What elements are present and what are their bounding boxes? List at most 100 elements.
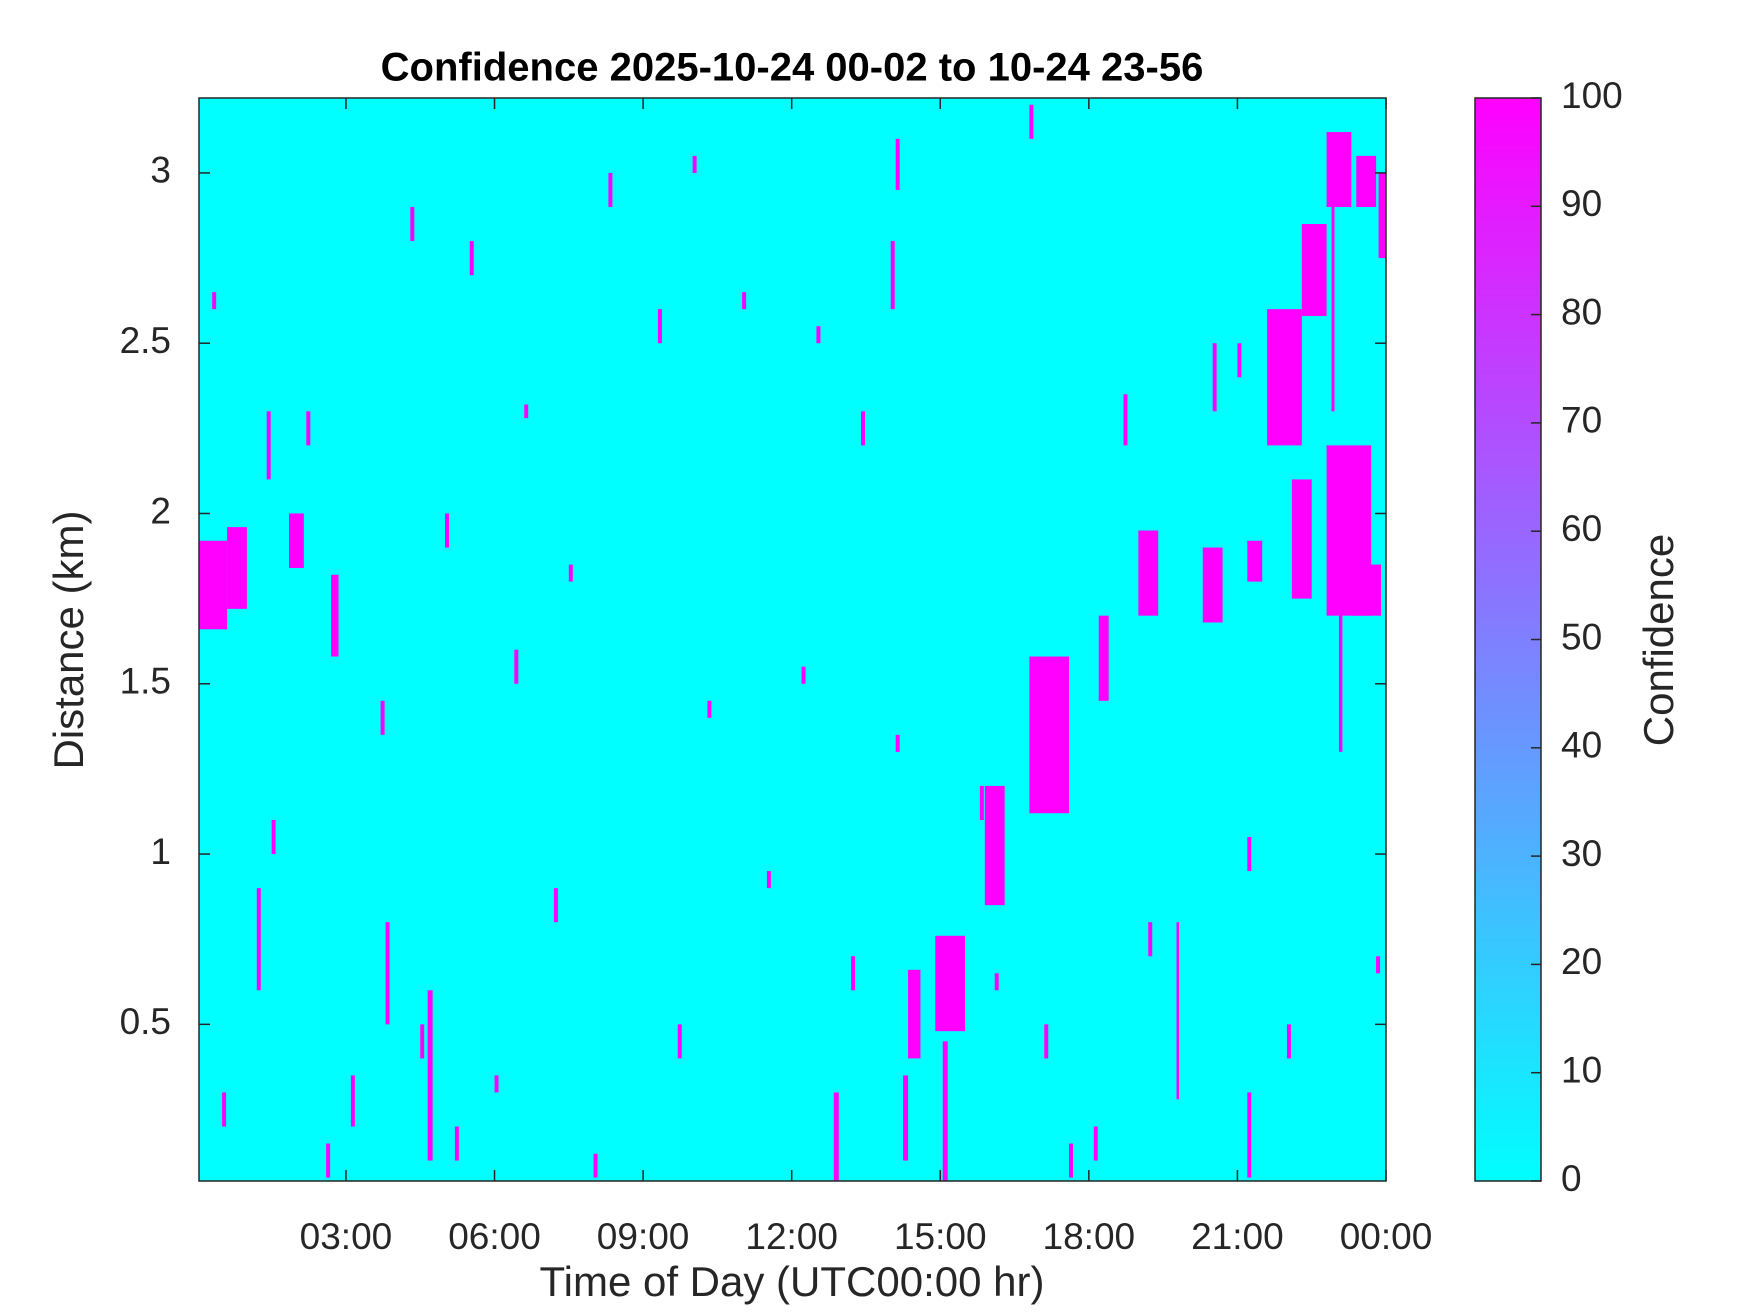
heatmap-cell: [553, 888, 558, 923]
heatmap-cell: [1247, 540, 1263, 582]
x-tick-label: 03:00: [300, 1216, 393, 1257]
heatmap-cell: [1138, 530, 1159, 616]
colorbar-tick-label: 100: [1561, 75, 1623, 116]
heatmap-cell: [903, 1075, 909, 1161]
heatmap-cell: [256, 888, 261, 991]
heatmap-cell: [494, 1075, 499, 1093]
chart-title: Confidence 2025-10-24 00-02 to 10-24 23-…: [381, 46, 1204, 90]
heatmap-cells: [198, 104, 1386, 1181]
heatmap-cell: [385, 922, 390, 1025]
x-axis-label: Time of Day (UTC00:00 hr): [540, 1258, 1045, 1305]
colorbar-tick-label: 10: [1561, 1049, 1602, 1090]
heatmap-cell: [1069, 1143, 1073, 1178]
heatmap-cell: [801, 666, 806, 684]
heatmap-cell: [908, 969, 921, 1059]
heatmap-cell: [1378, 172, 1386, 259]
y-tick-label: 2.5: [120, 320, 171, 361]
heatmap-cell: [1029, 656, 1070, 814]
heatmap-cell: [833, 1092, 839, 1181]
heatmap-cell: [895, 734, 900, 752]
y-tick-label: 0.5: [120, 1001, 171, 1042]
y-axis-label: Distance (km): [45, 510, 92, 769]
heatmap-cell: [1326, 132, 1352, 207]
x-tick-label: 09:00: [597, 1216, 690, 1257]
heatmap-cell: [1098, 615, 1109, 701]
colorbar-tick-label: 20: [1561, 941, 1602, 982]
heatmap-cell: [1267, 309, 1302, 446]
colorbar-tick-label: 40: [1561, 725, 1602, 766]
heatmap-cell: [306, 411, 311, 446]
heatmap-cell: [766, 871, 771, 889]
heatmap-cell: [198, 540, 228, 630]
heatmap-cell: [692, 155, 697, 173]
heatmap-cell: [1351, 564, 1382, 616]
heatmap-cell: [1247, 1092, 1252, 1178]
colorbar-tick-label: 80: [1561, 291, 1602, 332]
heatmap-cell: [380, 700, 385, 735]
heatmap-cell: [454, 1126, 459, 1161]
y-tick-label: 1.5: [120, 661, 171, 702]
heatmap-cell: [1237, 343, 1242, 378]
heatmap-cell: [288, 513, 304, 568]
heatmap-cell: [1123, 394, 1128, 446]
heatmap-cell: [212, 292, 217, 310]
colorbar-tick-label: 70: [1561, 400, 1602, 441]
heatmap-cell: [1286, 1024, 1291, 1059]
heatmap-cell: [524, 404, 529, 419]
heatmap-cell: [935, 935, 966, 1032]
heatmap-cell: [1331, 138, 1335, 412]
heatmap-cell: [427, 990, 433, 1161]
heatmap-cell: [1247, 837, 1252, 872]
y-tick-label: 3: [150, 150, 171, 191]
heatmap-cell: [568, 564, 573, 582]
x-tick-label: 15:00: [894, 1216, 987, 1257]
colorbar: [1474, 97, 1542, 1182]
colorbar-tick-label: 30: [1561, 833, 1602, 874]
heatmap-cell: [350, 1075, 355, 1127]
heatmap-cell: [1176, 922, 1179, 1100]
heatmap-cell: [1291, 479, 1312, 599]
colorbar-tick-label: 50: [1561, 616, 1602, 657]
x-tick-label: 12:00: [745, 1216, 838, 1257]
heatmap-cell: [942, 1041, 948, 1181]
colorbar-label: Confidence: [1635, 534, 1682, 746]
heatmap-cell: [895, 138, 900, 190]
heatmap-cell: [1148, 922, 1153, 957]
heatmap-cell: [742, 292, 747, 310]
heatmap-cell: [994, 973, 999, 991]
heatmap-cell: [979, 785, 984, 820]
y-tick-label: 1: [150, 831, 171, 872]
heatmap-cell: [890, 241, 895, 310]
heatmap-cell: [222, 1092, 227, 1127]
heatmap-cell: [1301, 224, 1327, 316]
heatmap-cell: [444, 513, 449, 548]
x-tick-label: 00:00: [1340, 1216, 1433, 1257]
heatmap-cell: [1029, 104, 1034, 139]
heatmap-cell: [1093, 1126, 1098, 1161]
heatmap-cell: [1376, 956, 1381, 974]
heatmap-cell: [410, 206, 415, 242]
heatmap-cell: [707, 700, 712, 718]
heatmap-cell: [677, 1024, 682, 1059]
heatmap-cell: [271, 820, 276, 855]
heatmap-cell: [608, 172, 613, 207]
heatmap-cell: [227, 527, 247, 609]
x-tick-label: 21:00: [1191, 1216, 1284, 1257]
heatmap-cell: [1212, 343, 1217, 412]
heatmap-cell: [851, 956, 856, 991]
heatmap-cell: [657, 309, 662, 344]
heatmap-background: [199, 98, 1386, 1181]
plot-frame: [198, 97, 1387, 1182]
heatmap-cell: [861, 411, 865, 446]
heatmap-cell: [593, 1153, 598, 1178]
heatmap-cell: [1044, 1024, 1049, 1059]
y-tick-label: 2: [150, 490, 171, 531]
heatmap-cell: [816, 326, 821, 344]
heatmap-cell: [514, 649, 519, 684]
heatmap-cell: [1202, 547, 1223, 623]
heatmap-cell: [326, 1143, 331, 1178]
heatmap-cell: [1356, 155, 1377, 207]
heatmap-cell: [1338, 479, 1343, 752]
